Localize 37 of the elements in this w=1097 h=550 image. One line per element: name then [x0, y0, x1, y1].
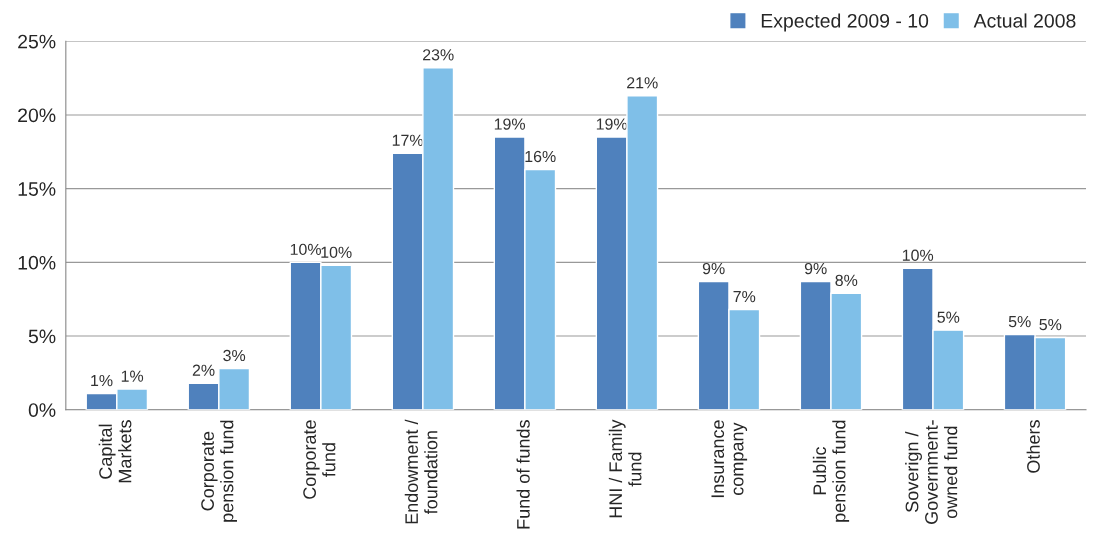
x-tick-label: Capital Markets — [98, 420, 132, 483]
y-tick-label: 15% — [18, 182, 56, 196]
data-label: 16% — [525, 150, 556, 163]
y-tick-label: 25% — [18, 34, 56, 49]
legend-label: Expected 2009 - 10 — [761, 13, 929, 32]
data-label: 3% — [223, 349, 246, 362]
data-label: 5% — [937, 311, 960, 323]
y-tick-label: 10% — [18, 255, 56, 270]
data-label: 19% — [596, 118, 628, 130]
data-label: 1% — [121, 370, 144, 382]
data-label: 8% — [835, 274, 858, 286]
x-tick-label: Corporate pension fund — [201, 420, 237, 522]
data-label: 19% — [494, 118, 526, 130]
x-tick-label: Fund of funds — [516, 420, 530, 529]
legend-label: Actual 2008 — [973, 13, 1076, 28]
data-label: 23% — [423, 49, 454, 61]
x-tick-label: Corporate fund — [303, 420, 336, 499]
y-tick-label: 20% — [18, 108, 56, 123]
x-tick-label: Insurance company — [711, 420, 748, 498]
data-label: 10% — [321, 246, 352, 258]
data-label: 7% — [733, 290, 756, 303]
data-label: 10% — [902, 249, 934, 261]
x-tick-label: Others — [1026, 420, 1040, 473]
data-label: 17% — [392, 134, 424, 146]
y-tick-label: 5% — [28, 329, 56, 344]
x-tick-label: Soverign / Government- owned fund — [905, 420, 958, 524]
data-label: 9% — [804, 262, 827, 275]
data-label: 21% — [627, 77, 658, 89]
data-label: 5% — [1008, 316, 1031, 328]
data-label: 5% — [1039, 318, 1062, 331]
data-label: 9% — [702, 262, 725, 275]
data-label: 1% — [91, 374, 113, 387]
data-label: 10% — [290, 243, 321, 256]
data-label: 2% — [192, 364, 215, 376]
x-tick-label: HNI / Family fund — [608, 419, 642, 518]
x-tick-label: Public pension fund — [812, 420, 850, 522]
y-tick-label: 0% — [28, 403, 56, 417]
